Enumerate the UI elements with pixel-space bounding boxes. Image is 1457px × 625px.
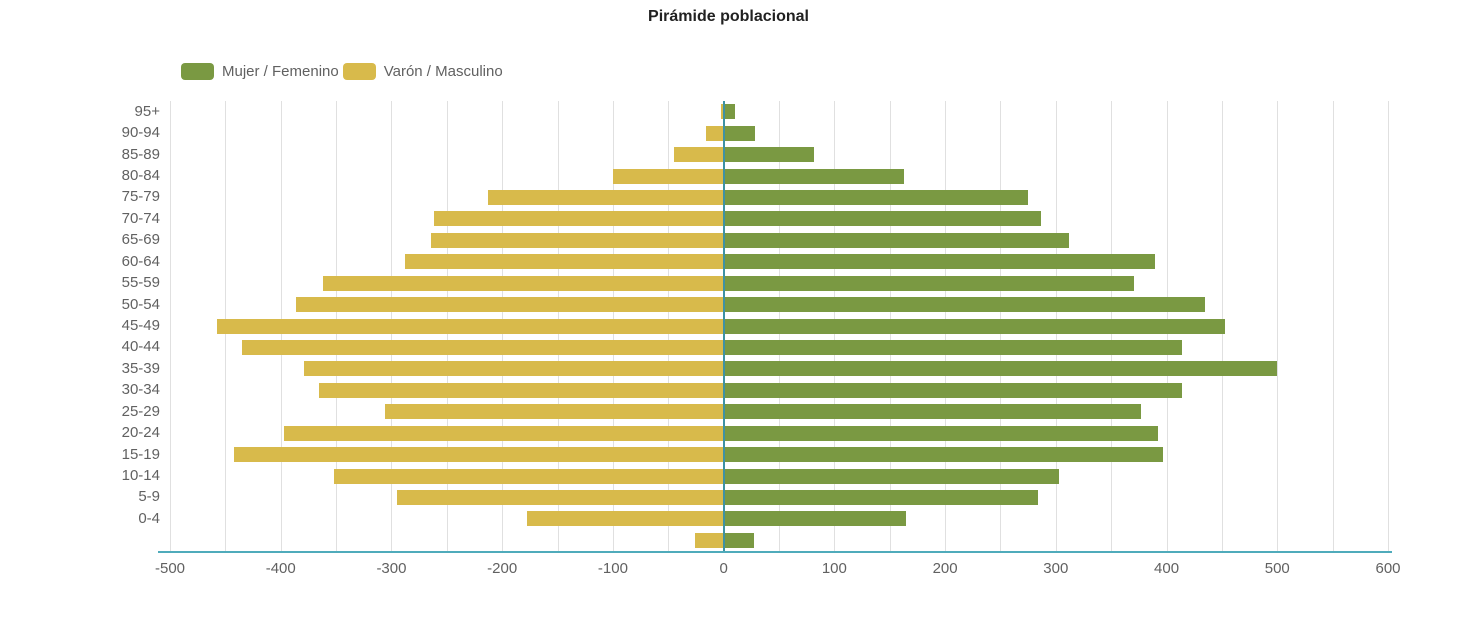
bar-female-90-94[interactable]	[723, 125, 755, 141]
bar-female-15-19[interactable]	[723, 447, 1164, 463]
bar-female-75-79[interactable]	[723, 189, 1029, 205]
x-axis-label: -100	[597, 560, 628, 577]
y-axis-label: 30-34	[121, 381, 160, 399]
bar-female-blank[interactable]	[723, 532, 754, 548]
y-axis-label: 15-19	[121, 445, 160, 463]
y-axis-label: 10-14	[121, 467, 160, 484]
bar-female-80-84[interactable]	[723, 168, 905, 184]
y-axis-label: 85-89	[121, 145, 160, 163]
gridline	[1388, 101, 1389, 551]
y-axis-label: 20-24	[121, 424, 160, 442]
y-axis-label: 75-79	[121, 188, 160, 206]
legend-label-male: Varón / Masculino	[383, 63, 503, 80]
bar-male-85-89[interactable]	[673, 147, 724, 163]
x-axis-line	[158, 551, 1392, 553]
y-axis-label: 95+	[134, 102, 160, 120]
legend: Mujer / Femenino Varón / Masculino	[181, 63, 503, 80]
bar-female-20-24[interactable]	[723, 425, 1158, 441]
legend-item-female[interactable]: Mujer / Femenino	[181, 63, 339, 80]
x-axis-label: 600	[1375, 560, 1401, 577]
x-axis-label: 200	[932, 560, 958, 577]
bar-male-40-44[interactable]	[241, 339, 724, 355]
bar-male-35-39[interactable]	[303, 361, 724, 377]
y-axis-label: 55-59	[121, 274, 160, 292]
bar-female-10-14[interactable]	[723, 468, 1060, 484]
x-axis-label: 300	[1043, 560, 1069, 577]
bar-male-60-64[interactable]	[404, 254, 724, 270]
bar-female-35-39[interactable]	[723, 361, 1278, 377]
y-axis-label: 0-4	[138, 509, 160, 527]
y-axis-label: 25-29	[121, 402, 160, 420]
x-axis-label: -300	[376, 560, 407, 577]
y-axis-label: 40-44	[121, 338, 160, 356]
x-axis-label: 500	[1264, 560, 1290, 577]
bar-male-20-24[interactable]	[284, 425, 724, 441]
bar-female-0-4[interactable]	[723, 511, 907, 527]
y-axis-label: 45-49	[121, 317, 160, 334]
bar-male-95+[interactable]	[721, 104, 724, 120]
y-axis-label: 50-54	[121, 295, 160, 313]
female-series-swatch	[181, 63, 214, 80]
y-axis-label: 70-74	[121, 209, 160, 227]
bar-female-85-89[interactable]	[723, 147, 815, 163]
bar-male-10-14[interactable]	[333, 468, 724, 484]
bar-female-65-69[interactable]	[723, 232, 1070, 248]
y-axis-label: 80-84	[121, 167, 160, 184]
bar-male-blank[interactable]	[694, 532, 724, 548]
x-axis-label: -200	[487, 560, 518, 577]
chart-title: Pirámide poblacional	[648, 8, 809, 25]
bar-male-5-9[interactable]	[396, 489, 724, 505]
bar-female-50-54[interactable]	[723, 297, 1206, 313]
legend-label-female: Mujer / Femenino	[222, 63, 339, 80]
x-axis-label: 100	[821, 560, 847, 577]
gridline	[1277, 101, 1279, 551]
bar-male-75-79[interactable]	[487, 189, 724, 205]
bar-female-25-29[interactable]	[723, 404, 1142, 420]
y-axis-label: 35-39	[121, 359, 160, 377]
y-axis-label: 60-64	[121, 252, 160, 270]
bar-female-40-44[interactable]	[723, 339, 1183, 355]
bar-male-30-34[interactable]	[319, 382, 724, 398]
y-axis-label: 65-69	[121, 231, 160, 249]
gridline	[1332, 101, 1334, 551]
bar-male-50-54[interactable]	[296, 297, 724, 313]
x-axis-label: 0	[719, 560, 728, 577]
bar-male-70-74[interactable]	[433, 211, 724, 227]
y-axis-label: 90-94	[121, 124, 160, 142]
bar-female-55-59[interactable]	[723, 275, 1135, 291]
bar-male-45-49[interactable]	[216, 318, 724, 334]
zero-axis-line	[722, 101, 725, 553]
bar-female-95+[interactable]	[723, 104, 735, 120]
bar-female-70-74[interactable]	[723, 211, 1042, 227]
legend-item-male[interactable]: Varón / Masculino	[342, 63, 503, 80]
bar-male-25-29[interactable]	[384, 404, 724, 420]
y-axis-label: 5-9	[138, 488, 160, 506]
bar-male-55-59[interactable]	[322, 275, 724, 291]
bar-female-30-34[interactable]	[723, 382, 1183, 398]
x-axis-label: -400	[265, 560, 296, 577]
x-axis-label: 400	[1154, 560, 1180, 577]
male-series-swatch	[342, 63, 376, 80]
bar-female-5-9[interactable]	[723, 489, 1039, 505]
bar-female-60-64[interactable]	[723, 254, 1156, 270]
bar-male-80-84[interactable]	[612, 168, 724, 184]
bar-female-45-49[interactable]	[723, 318, 1226, 334]
bar-male-65-69[interactable]	[431, 232, 724, 248]
bar-male-15-19[interactable]	[234, 447, 724, 463]
bar-male-0-4[interactable]	[526, 511, 724, 527]
x-axis-label: -500	[154, 560, 186, 577]
gridline	[170, 101, 171, 551]
bar-male-90-94[interactable]	[705, 125, 724, 141]
